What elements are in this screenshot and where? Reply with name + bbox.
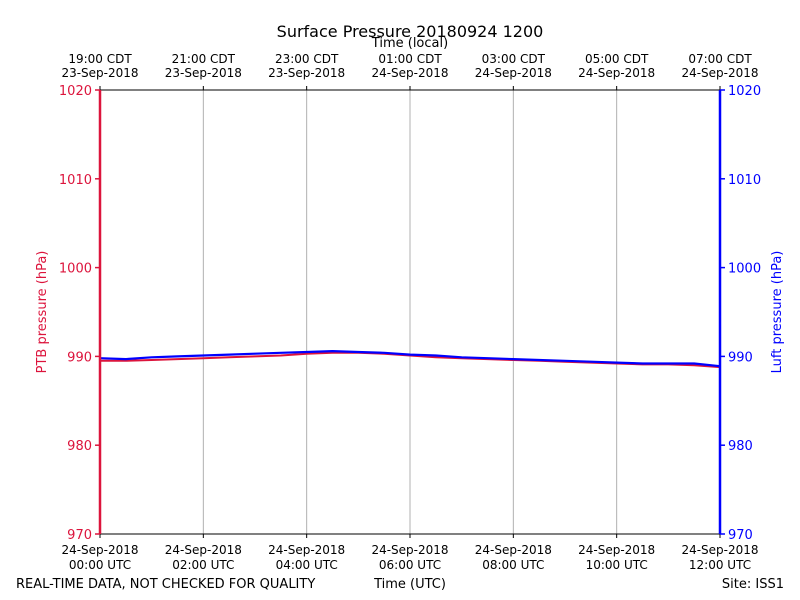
x-tick-label-time: 12:00 UTC — [689, 558, 751, 572]
x-tick-label-time: 08:00 UTC — [482, 558, 544, 572]
series-layer — [99, 350, 721, 369]
x-tick-label-time: 04:00 UTC — [276, 558, 338, 572]
x-tick-label-time: 00:00 UTC — [69, 558, 131, 572]
luft-series-line — [99, 350, 721, 368]
x-tick-label-time: 06:00 UTC — [379, 558, 441, 572]
y-axis-label-left: PTB pressure (hPa) — [35, 251, 50, 374]
right-y-tick-label: 1010 — [728, 173, 761, 188]
x-tick-label-date: 24-Sep-2018 — [61, 543, 138, 557]
gridlines — [202, 90, 618, 534]
x-tick-label-date: 24-Sep-2018 — [165, 543, 242, 557]
left-y-tick-label: 970 — [67, 528, 92, 543]
right-y-tick-label: 1000 — [728, 262, 761, 277]
top-tick-label-time: 03:00 CDT — [482, 52, 546, 66]
right-y-tick-label: 1020 — [728, 84, 761, 99]
footer-quality-note: REAL-TIME DATA, NOT CHECKED FOR QUALITY — [16, 577, 315, 592]
top-axis-label: Time (local) — [371, 36, 448, 51]
y-axis-label-right: Luft pressure (hPa) — [770, 251, 785, 374]
top-tick-label-time: 23:00 CDT — [275, 52, 339, 66]
left-y-tick-label: 1000 — [59, 262, 92, 277]
left-y-tick-label: 990 — [67, 350, 92, 365]
x-tick-label-date: 24-Sep-2018 — [475, 543, 552, 557]
x-tick-label-date: 24-Sep-2018 — [268, 543, 345, 557]
x-tick-label-date: 24-Sep-2018 — [681, 543, 758, 557]
left-y-tick-label: 1010 — [59, 173, 92, 188]
left-y-tick-label: 1020 — [59, 84, 92, 99]
top-tick-label-time: 21:00 CDT — [172, 52, 236, 66]
top-tick-label-date: 23-Sep-2018 — [268, 66, 345, 80]
right-y-tick-label: 990 — [728, 350, 753, 365]
top-tick-label-time: 01:00 CDT — [378, 52, 442, 66]
top-tick-label-time: 07:00 CDT — [688, 52, 752, 66]
top-tick-label-date: 24-Sep-2018 — [371, 66, 448, 80]
chart-title: Surface Pressure 20180924 1200 — [277, 22, 544, 41]
x-tick-label-date: 24-Sep-2018 — [578, 543, 655, 557]
top-tick-label-date: 24-Sep-2018 — [578, 66, 655, 80]
x-tick-label-time: 10:00 UTC — [586, 558, 648, 572]
top-tick-label-date: 23-Sep-2018 — [61, 66, 138, 80]
right-y-tick-label: 980 — [728, 439, 753, 454]
right-y-tick-label: 970 — [728, 528, 753, 543]
top-tick-label-time: 05:00 CDT — [585, 52, 649, 66]
x-tick-label-time: 02:00 UTC — [172, 558, 234, 572]
footer-site: Site: ISS1 — [722, 577, 784, 592]
top-tick-label-time: 19:00 CDT — [68, 52, 132, 66]
top-tick-label-date: 24-Sep-2018 — [475, 66, 552, 80]
top-tick-label-date: 23-Sep-2018 — [165, 66, 242, 80]
x-axis-label: Time (UTC) — [373, 577, 446, 592]
top-tick-label-date: 24-Sep-2018 — [681, 66, 758, 80]
x-tick-label-date: 24-Sep-2018 — [371, 543, 448, 557]
left-y-tick-label: 980 — [67, 439, 92, 454]
